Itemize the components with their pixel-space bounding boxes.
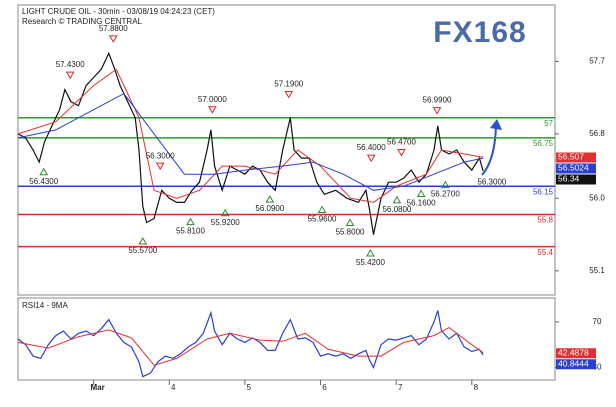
level-label: 56.15 xyxy=(533,187,554,196)
x-tick-label: Mar xyxy=(91,383,105,392)
level-label: 55.4 xyxy=(537,248,553,257)
annotation-label: 57.1900 xyxy=(274,80,303,89)
y-tick-label: 70 xyxy=(593,317,602,326)
annotation-label: 56.3000 xyxy=(477,177,506,186)
forecast-arrowhead xyxy=(490,119,502,130)
value-tag-label: 56.507 xyxy=(558,152,584,162)
annotation-label: 56.2700 xyxy=(431,190,460,199)
high-marker xyxy=(155,162,165,171)
low-marker xyxy=(265,195,275,203)
value-tag-label: 42.4878 xyxy=(558,348,589,358)
annotation-label: 57.0000 xyxy=(198,95,227,104)
high-marker xyxy=(366,154,376,163)
series-line xyxy=(17,92,484,191)
chart-title: LIGHT CRUDE OIL - 30min - 03/08/19 04:24… xyxy=(22,7,215,16)
low-marker xyxy=(317,205,327,214)
high-marker xyxy=(65,71,75,80)
high-marker xyxy=(432,107,442,115)
high-marker xyxy=(397,148,406,157)
rsi-title: RSI14 - 9MA xyxy=(22,301,68,310)
low-marker xyxy=(186,217,195,226)
low-marker xyxy=(39,167,49,176)
level-label: 56.75 xyxy=(533,139,554,148)
low-marker xyxy=(366,249,375,257)
series-line xyxy=(17,51,484,235)
annotation-label: 56.4700 xyxy=(387,138,416,147)
y-tick-label: 57.7 xyxy=(589,56,605,65)
annotation-label: 57.4300 xyxy=(56,60,85,69)
chart-subtitle: Research © TRADING CENTRAL xyxy=(22,17,143,26)
annotation-label: 56.9900 xyxy=(423,96,452,105)
value-tag xyxy=(556,163,596,174)
value-tag-label: 40.8444 xyxy=(558,359,589,369)
x-tick-label: 7 xyxy=(398,383,403,392)
low-marker xyxy=(416,189,426,197)
y-tick-label: 30 xyxy=(593,363,602,372)
x-tick-label: 6 xyxy=(322,383,327,392)
low-marker xyxy=(392,195,402,204)
value-tag-label: 56.5024 xyxy=(558,163,589,173)
low-marker xyxy=(220,208,230,217)
series-line xyxy=(17,68,484,203)
annotation-label: 56.0800 xyxy=(382,205,411,214)
annotation-label: 56.3000 xyxy=(146,151,175,160)
level-label: 55.8 xyxy=(537,216,553,225)
logo: FX168 xyxy=(433,16,526,49)
main-panel xyxy=(17,4,556,296)
annotation-label: 55.8000 xyxy=(336,228,365,237)
annotation-label: 55.5700 xyxy=(128,246,157,255)
high-marker xyxy=(208,106,217,114)
annotation-label: 56.0900 xyxy=(255,204,284,213)
x-tick-label: 5 xyxy=(247,383,252,392)
annotation-label: 56.1600 xyxy=(407,199,436,208)
annotation-label: 55.9600 xyxy=(308,215,337,224)
forecast-arrow xyxy=(481,125,497,176)
y-tick-label: 56.8 xyxy=(589,129,605,138)
annotation-label: 57.8800 xyxy=(99,24,128,33)
series-line xyxy=(17,310,484,378)
low-marker xyxy=(138,236,148,245)
annotation-label: 56.4000 xyxy=(357,143,386,152)
value-tag xyxy=(556,174,596,185)
high-marker xyxy=(284,90,294,99)
x-tick-label: 4 xyxy=(171,383,176,392)
value-tag xyxy=(556,348,596,359)
low-marker xyxy=(440,180,450,189)
level-label: 57 xyxy=(544,119,553,128)
x-tick-label: 8 xyxy=(474,383,479,392)
y-tick-label: 56.0 xyxy=(589,193,605,202)
annotation-label: 55.4200 xyxy=(356,258,385,267)
annotation-label: 55.8100 xyxy=(176,227,205,236)
value-tag xyxy=(556,359,596,370)
series-line xyxy=(17,327,484,366)
value-tag xyxy=(556,152,596,163)
annotation-label: 56.4300 xyxy=(29,177,58,186)
annotation-label: 55.9200 xyxy=(211,218,240,227)
low-marker xyxy=(345,218,355,226)
y-tick-label: 55.1 xyxy=(589,266,605,275)
high-marker xyxy=(108,35,118,43)
value-tag-label: 56.34 xyxy=(558,174,580,184)
